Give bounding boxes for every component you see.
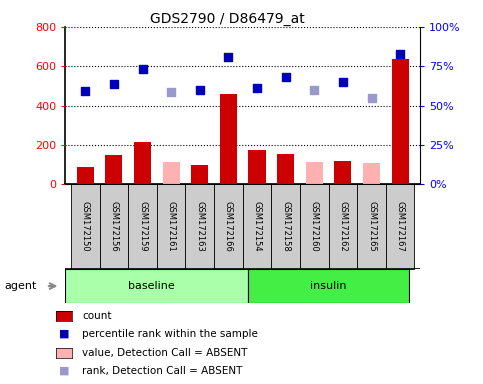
- Text: value, Detection Call = ABSENT: value, Detection Call = ABSENT: [82, 348, 247, 358]
- Bar: [300, 184, 328, 269]
- Bar: [243, 184, 271, 269]
- Text: rank, Detection Call = ABSENT: rank, Detection Call = ABSENT: [82, 366, 242, 376]
- Bar: [191, 165, 208, 184]
- Text: GDS2790 / D86479_at: GDS2790 / D86479_at: [150, 12, 304, 25]
- Bar: [163, 162, 180, 184]
- Bar: [134, 142, 151, 184]
- Text: ■: ■: [58, 366, 69, 376]
- Text: ■: ■: [58, 329, 69, 339]
- Bar: [363, 163, 380, 184]
- Text: GSM172166: GSM172166: [224, 201, 233, 252]
- Text: GSM172159: GSM172159: [138, 201, 147, 252]
- Text: insulin: insulin: [311, 281, 347, 291]
- Point: [110, 81, 118, 87]
- Text: GSM172162: GSM172162: [339, 201, 347, 252]
- Text: percentile rank within the sample: percentile rank within the sample: [82, 329, 258, 339]
- Text: GSM172160: GSM172160: [310, 201, 319, 252]
- Bar: [277, 154, 294, 184]
- Text: GSM172150: GSM172150: [81, 201, 90, 252]
- Bar: [334, 161, 352, 184]
- Point: [196, 87, 204, 93]
- Point: [282, 74, 289, 80]
- Text: GSM172156: GSM172156: [109, 201, 118, 252]
- Point: [225, 54, 232, 60]
- Text: GSM172167: GSM172167: [396, 201, 405, 252]
- Bar: [128, 184, 157, 269]
- Text: GSM172165: GSM172165: [367, 201, 376, 252]
- Point: [368, 95, 375, 101]
- Bar: [328, 184, 357, 269]
- Bar: [357, 184, 386, 269]
- Bar: [65, 269, 248, 303]
- Point: [139, 66, 146, 72]
- Bar: [306, 162, 323, 184]
- Bar: [214, 184, 243, 269]
- Bar: [271, 184, 300, 269]
- Bar: [71, 184, 99, 269]
- Text: agent: agent: [5, 281, 37, 291]
- Point: [311, 87, 318, 93]
- Point: [167, 89, 175, 95]
- Bar: [99, 184, 128, 269]
- Bar: [157, 184, 185, 269]
- Bar: [392, 60, 409, 184]
- Bar: [105, 155, 123, 184]
- Text: GSM172154: GSM172154: [253, 201, 261, 252]
- Text: baseline: baseline: [128, 281, 174, 291]
- Text: GSM172161: GSM172161: [167, 201, 176, 252]
- Point: [339, 78, 347, 84]
- Text: count: count: [82, 311, 112, 321]
- Bar: [220, 94, 237, 184]
- Point: [81, 88, 89, 94]
- Text: GSM172158: GSM172158: [281, 201, 290, 252]
- Bar: [185, 184, 214, 269]
- Bar: [248, 150, 266, 184]
- Point: [253, 85, 261, 91]
- Bar: [386, 184, 414, 269]
- Bar: [248, 269, 409, 303]
- Text: GSM172163: GSM172163: [195, 201, 204, 252]
- Bar: [77, 167, 94, 184]
- Point: [397, 51, 404, 58]
